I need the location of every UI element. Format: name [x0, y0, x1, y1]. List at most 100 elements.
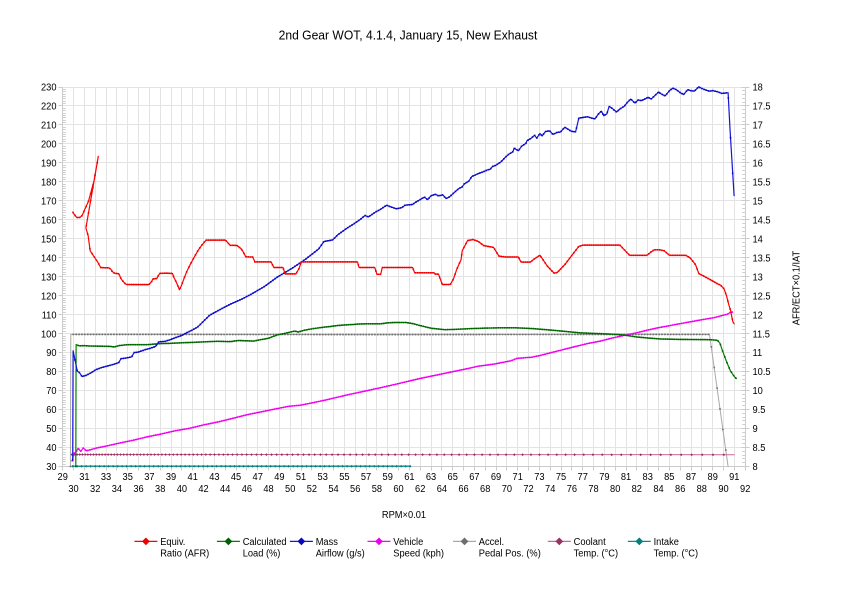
svg-text:Calculated: Calculated — [243, 537, 287, 548]
svg-text:72: 72 — [523, 484, 534, 495]
svg-text:80: 80 — [46, 367, 57, 378]
svg-text:73: 73 — [534, 472, 545, 483]
svg-text:74: 74 — [545, 484, 556, 495]
svg-text:15.5: 15.5 — [753, 178, 772, 189]
svg-text:Ratio (AFR): Ratio (AFR) — [160, 548, 209, 559]
svg-text:16: 16 — [753, 159, 764, 170]
svg-text:38: 38 — [155, 484, 166, 495]
svg-text:8.5: 8.5 — [753, 443, 766, 454]
svg-text:13.5: 13.5 — [753, 253, 772, 264]
svg-text:77: 77 — [578, 472, 589, 483]
svg-text:55: 55 — [339, 472, 350, 483]
svg-text:Pedal Pos. (%): Pedal Pos. (%) — [479, 548, 541, 559]
svg-text:130: 130 — [41, 272, 57, 283]
svg-text:2nd Gear WOT, 4.1.4, January 1: 2nd Gear WOT, 4.1.4, January 15, New Exh… — [279, 27, 538, 42]
svg-text:90: 90 — [718, 484, 729, 495]
svg-text:47: 47 — [253, 472, 264, 483]
svg-text:12.5: 12.5 — [753, 291, 772, 302]
svg-text:11.5: 11.5 — [753, 329, 771, 340]
svg-text:17.5: 17.5 — [753, 102, 772, 113]
svg-text:13: 13 — [753, 272, 764, 283]
svg-text:Load (%): Load (%) — [243, 548, 281, 559]
svg-text:230: 230 — [41, 83, 57, 94]
svg-text:59: 59 — [383, 472, 394, 483]
svg-text:84: 84 — [653, 484, 664, 495]
svg-text:87: 87 — [686, 472, 697, 483]
svg-text:30: 30 — [68, 484, 79, 495]
svg-text:92: 92 — [740, 484, 751, 495]
svg-text:83: 83 — [643, 472, 654, 483]
svg-text:44: 44 — [220, 484, 231, 495]
svg-text:15: 15 — [753, 197, 764, 208]
svg-text:30: 30 — [46, 462, 57, 473]
svg-text:Speed (kph): Speed (kph) — [393, 548, 444, 559]
svg-text:58: 58 — [372, 484, 383, 495]
svg-text:43: 43 — [209, 472, 220, 483]
svg-text:170: 170 — [41, 197, 57, 208]
svg-text:60: 60 — [46, 405, 57, 416]
svg-text:63: 63 — [426, 472, 437, 483]
svg-text:41: 41 — [188, 472, 199, 483]
svg-text:66: 66 — [458, 484, 469, 495]
svg-text:82: 82 — [632, 484, 643, 495]
svg-text:46: 46 — [242, 484, 253, 495]
svg-text:110: 110 — [42, 310, 57, 321]
svg-text:35: 35 — [123, 472, 134, 483]
svg-text:68: 68 — [480, 484, 491, 495]
svg-text:9: 9 — [753, 424, 759, 435]
svg-text:Temp. (°C): Temp. (°C) — [654, 548, 699, 559]
svg-text:75: 75 — [556, 472, 567, 483]
svg-text:220: 220 — [41, 102, 57, 113]
svg-text:9.5: 9.5 — [753, 405, 766, 416]
svg-text:39: 39 — [166, 472, 177, 483]
svg-text:200: 200 — [41, 140, 57, 151]
svg-text:42: 42 — [198, 484, 209, 495]
svg-text:80: 80 — [610, 484, 621, 495]
svg-text:79: 79 — [599, 472, 610, 483]
svg-text:150: 150 — [41, 234, 57, 245]
svg-text:40: 40 — [46, 443, 57, 454]
svg-text:32: 32 — [90, 484, 101, 495]
svg-text:Temp. (°C): Temp. (°C) — [574, 548, 619, 559]
svg-text:88: 88 — [697, 484, 708, 495]
svg-text:17: 17 — [753, 121, 764, 132]
svg-text:Coolant: Coolant — [574, 537, 606, 548]
svg-text:56: 56 — [350, 484, 361, 495]
svg-text:34: 34 — [112, 484, 123, 495]
svg-text:70: 70 — [502, 484, 513, 495]
svg-text:11: 11 — [753, 348, 763, 359]
svg-text:62: 62 — [415, 484, 426, 495]
svg-text:12: 12 — [753, 310, 764, 321]
svg-text:29: 29 — [58, 472, 69, 483]
svg-text:100: 100 — [41, 329, 57, 340]
svg-text:180: 180 — [41, 178, 57, 189]
svg-text:49: 49 — [274, 472, 285, 483]
svg-text:Equiv.: Equiv. — [160, 537, 185, 548]
svg-text:50: 50 — [46, 424, 57, 435]
svg-text:67: 67 — [469, 472, 480, 483]
svg-text:61: 61 — [404, 472, 415, 483]
svg-text:78: 78 — [588, 484, 599, 495]
svg-text:31: 31 — [79, 472, 90, 483]
svg-text:50: 50 — [285, 484, 296, 495]
svg-text:51: 51 — [296, 472, 307, 483]
svg-text:Vehicle: Vehicle — [393, 537, 423, 548]
svg-text:81: 81 — [621, 472, 632, 483]
svg-text:Accel.: Accel. — [479, 537, 504, 548]
svg-text:60: 60 — [393, 484, 404, 495]
svg-text:89: 89 — [708, 472, 719, 483]
svg-text:140: 140 — [41, 253, 57, 264]
svg-text:Intake: Intake — [654, 537, 680, 548]
svg-text:14: 14 — [753, 234, 764, 245]
svg-text:10: 10 — [753, 386, 764, 397]
svg-text:86: 86 — [675, 484, 686, 495]
svg-text:160: 160 — [41, 215, 57, 226]
svg-text:53: 53 — [318, 472, 329, 483]
svg-text:190: 190 — [41, 159, 57, 170]
svg-text:37: 37 — [144, 472, 155, 483]
svg-text:90: 90 — [46, 348, 57, 359]
svg-text:52: 52 — [307, 484, 318, 495]
svg-text:85: 85 — [664, 472, 675, 483]
svg-text:120: 120 — [41, 291, 57, 302]
svg-text:8: 8 — [753, 462, 759, 473]
